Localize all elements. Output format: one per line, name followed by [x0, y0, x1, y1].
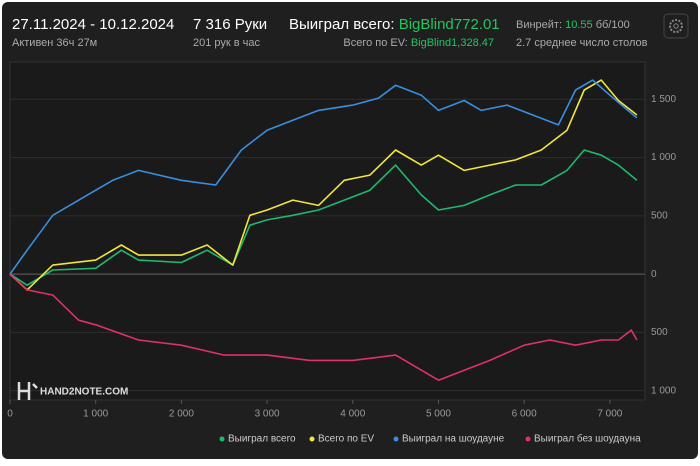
x-tick-label: 3 000: [255, 409, 280, 420]
legend-dot: [393, 436, 399, 442]
logo-icon: [17, 382, 38, 400]
legend-dot: [525, 436, 531, 442]
active-time: Активен 36ч 27м: [12, 37, 97, 49]
ev-label: Всего по EV:: [343, 37, 407, 49]
period: 27.11.2024 - 10.12.2024: [12, 16, 174, 33]
legend-label: Выиграл всего: [228, 434, 296, 445]
legend-label: Выиграл без шоудауна: [534, 433, 641, 445]
plot-area: [9, 61, 646, 401]
winrate: Винрейт: 10.55 бб/100: [516, 19, 630, 31]
x-tick-label: 7 000: [597, 409, 622, 420]
y-tick-label: 1 000: [651, 385, 676, 396]
won-total: Выиграл всего: BigBlind772.01: [289, 16, 500, 33]
series-line: [9, 79, 638, 291]
won-value: BigBlind772.01: [399, 16, 500, 33]
logo-text: HAND2NOTE.COM: [40, 387, 128, 398]
x-tick-label: 0: [7, 409, 13, 420]
x-tick-label: 6 000: [512, 409, 537, 420]
y-tick-label: 0: [651, 269, 657, 280]
settings-frame[interactable]: [663, 13, 689, 39]
legend-label: Всего по EV: [318, 434, 374, 445]
y-tick-label: 1 500: [651, 94, 676, 105]
won-label: Выиграл всего:: [289, 16, 395, 33]
legend-dot: [309, 436, 315, 442]
ev-total: Всего по EV: BigBlind1,328.47: [343, 37, 494, 49]
series-line: [9, 149, 638, 286]
y-tick-label: 1 000: [651, 152, 676, 163]
ev-value: BigBlind1,328.47: [411, 37, 494, 49]
logo: HAND2NOTE.COM: [17, 382, 128, 400]
x-tick-label: 5 000: [426, 409, 451, 420]
legend-label: Выиграл на шоудауне: [402, 434, 505, 445]
x-tick-label: 4 000: [340, 409, 365, 420]
winrate-value: 10.55: [565, 19, 593, 31]
hands-per-hour: 201 рук в час: [193, 37, 261, 49]
gear-hole[interactable]: [673, 23, 679, 29]
y-tick-label: 500: [651, 327, 668, 338]
legend-dot: [219, 436, 225, 442]
y-tick-label: 500: [651, 210, 668, 221]
winrate-unit: бб/100: [596, 19, 630, 31]
series-line: [9, 79, 638, 275]
winrate-label: Винрейт:: [516, 19, 562, 31]
settings-button[interactable]: [663, 13, 689, 39]
avg-tables: 2.7 среднее число столов: [516, 37, 648, 49]
hands: 7 316 Руки: [193, 16, 267, 33]
series-line: [9, 273, 638, 381]
gear-icon[interactable]: [669, 19, 683, 33]
plot: [9, 79, 645, 404]
x-tick-label: 2 000: [169, 409, 194, 420]
x-tick-label: 1 000: [83, 409, 108, 420]
